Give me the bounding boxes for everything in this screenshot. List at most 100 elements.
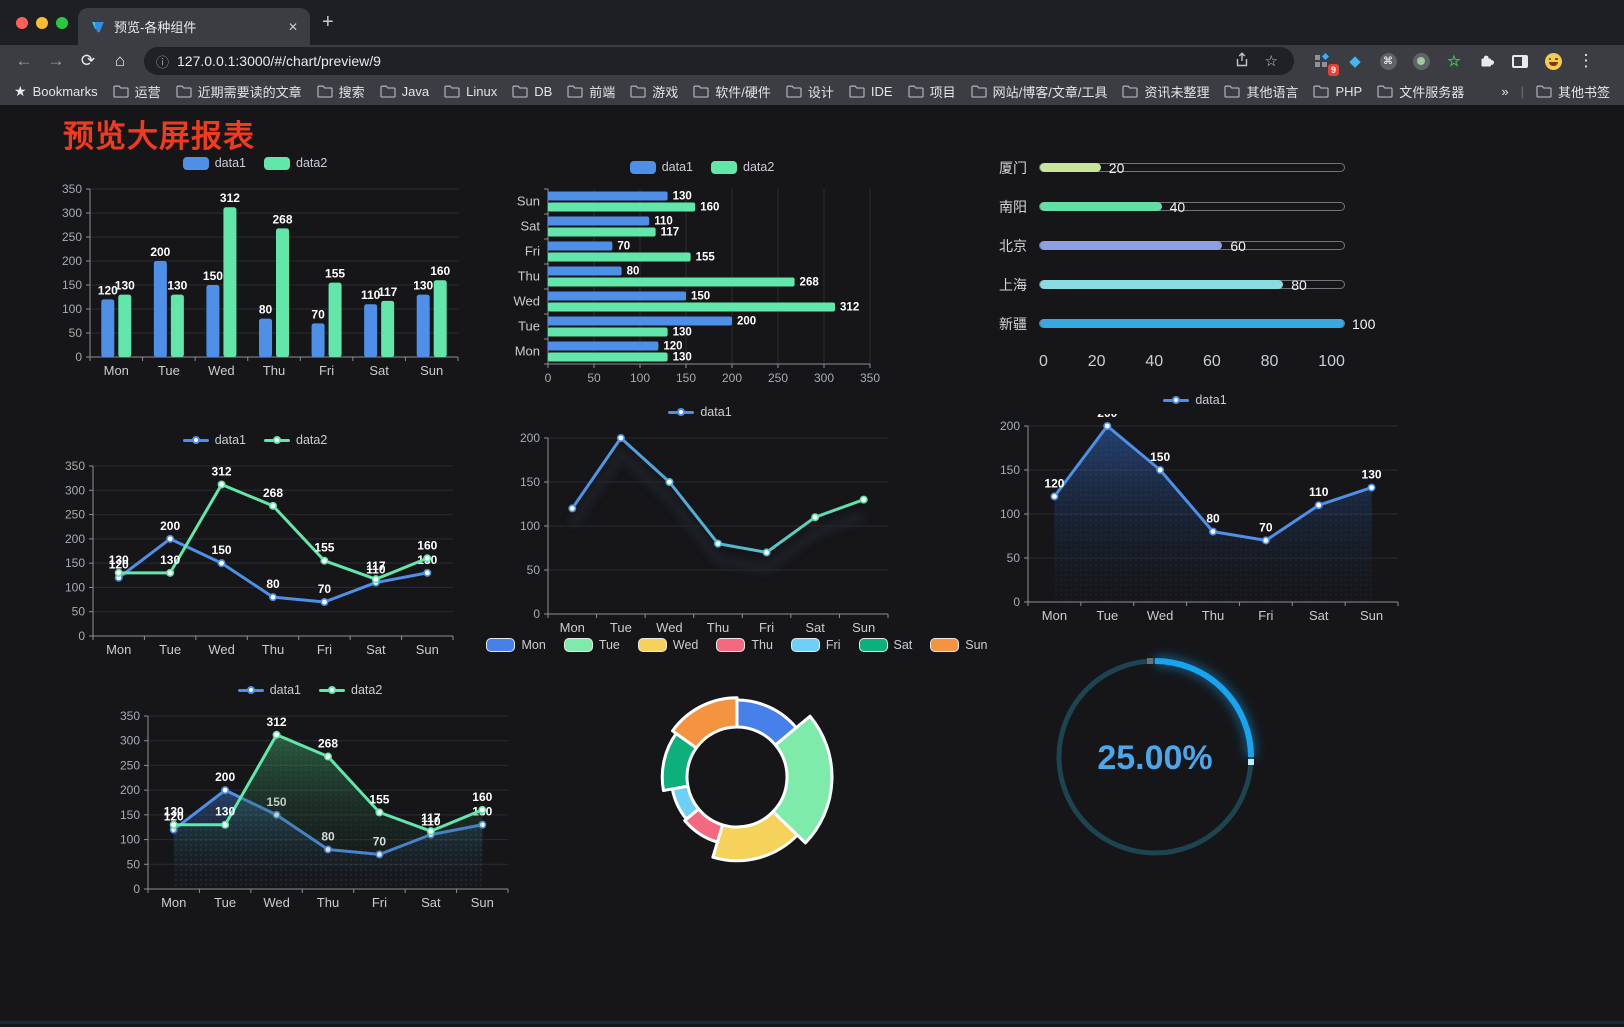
bookmark-folder[interactable]: PHP	[1313, 82, 1362, 101]
bar[interactable]	[548, 302, 836, 312]
legend-item[interactable]: Mon	[486, 638, 546, 652]
bookmark-star-icon[interactable]: ☆	[1264, 53, 1278, 70]
pie-slice[interactable]	[771, 714, 834, 845]
data-point[interactable]	[811, 513, 820, 522]
bar[interactable]	[548, 252, 691, 262]
other-bookmarks-folder[interactable]: 其他书签	[1536, 82, 1610, 101]
legend-item[interactable]: Fri	[790, 638, 841, 652]
puzzle-extensions-icon[interactable]	[1477, 51, 1497, 71]
bookmark-folder[interactable]: 软件/硬件	[693, 82, 771, 101]
data-point[interactable]	[423, 554, 432, 563]
bookmark-folder[interactable]: 游戏	[630, 82, 678, 101]
menu-kebab-icon[interactable]: ⋮	[1577, 51, 1595, 70]
bookmark-folder[interactable]: 近期需要读的文章	[175, 82, 302, 101]
data-point[interactable]	[169, 820, 178, 829]
data-point[interactable]	[1261, 536, 1270, 545]
bar[interactable]	[153, 261, 167, 357]
legend-item[interactable]: data1	[1163, 393, 1227, 407]
url-bar[interactable]: ⓘ 127.0.0.1:3000/#/chart/preview/9 ☆	[144, 47, 1294, 75]
new-tab-button[interactable]: +	[322, 11, 334, 33]
command-extension-icon[interactable]: ⌘	[1378, 51, 1398, 71]
data-point[interactable]	[166, 568, 175, 577]
data-point[interactable]	[426, 827, 435, 836]
progress-row[interactable]: 北京 60	[985, 238, 1345, 254]
legend-item[interactable]: data2	[264, 433, 327, 447]
bookmark-folder[interactable]: 文件服务器	[1377, 82, 1464, 101]
share-icon[interactable]	[1231, 51, 1253, 71]
bar[interactable]	[433, 280, 447, 357]
data-point[interactable]	[269, 593, 278, 602]
bookmark-folder[interactable]: Linux	[444, 82, 497, 101]
progress-row[interactable]: 上海 80	[985, 277, 1345, 293]
data-point[interactable]	[371, 575, 380, 584]
reload-icon[interactable]: ⟳	[80, 51, 96, 70]
data-point[interactable]	[217, 480, 226, 489]
data-point[interactable]	[1103, 422, 1112, 431]
data-point[interactable]	[616, 434, 625, 443]
pie-slice[interactable]	[711, 810, 799, 863]
bookmark-folder[interactable]: 网站/博客/文章/工具	[970, 82, 1107, 101]
sidebar-toggle-icon[interactable]	[1510, 51, 1530, 71]
legend-item[interactable]: Wed	[637, 638, 698, 652]
back-icon[interactable]: ←	[15, 51, 33, 70]
bar[interactable]	[548, 341, 659, 351]
close-window-button[interactable]	[16, 17, 28, 29]
gem-extension-icon[interactable]: ◆	[1349, 53, 1361, 70]
bar[interactable]	[548, 216, 650, 226]
bar[interactable]	[259, 318, 272, 357]
forward-icon[interactable]: →	[47, 51, 65, 70]
data-point[interactable]	[423, 568, 432, 577]
data-point[interactable]	[714, 539, 723, 548]
legend-item[interactable]: data1	[182, 433, 246, 447]
data-point[interactable]	[217, 559, 226, 568]
bar[interactable]	[548, 327, 668, 337]
data-point[interactable]	[665, 477, 674, 486]
legend-item[interactable]: Sat	[858, 638, 912, 652]
bar[interactable]	[548, 266, 622, 276]
bookmark-folder[interactable]: IDE	[849, 82, 893, 101]
bar[interactable]	[548, 241, 613, 251]
bar[interactable]	[548, 352, 668, 362]
bookmark-folder[interactable]: 资讯未整理	[1122, 82, 1209, 101]
browser-tab[interactable]: 预览-各种组件 ✕	[78, 8, 310, 45]
tab-manager-extension-icon[interactable]: 9	[1312, 51, 1339, 76]
progress-row[interactable]: 厦门 20	[985, 160, 1345, 176]
bookmark-folder[interactable]: Java	[379, 82, 429, 101]
data-point[interactable]	[221, 820, 230, 829]
data-point[interactable]	[478, 805, 487, 814]
bar[interactable]	[101, 299, 115, 357]
bar[interactable]	[364, 304, 378, 357]
bar[interactable]	[548, 191, 668, 201]
recorder-extension-icon[interactable]	[1411, 51, 1431, 71]
bookmark-folder[interactable]: DB	[512, 82, 552, 101]
bookmark-folder[interactable]: 设计	[786, 82, 834, 101]
data-point[interactable]	[1209, 527, 1218, 536]
data-point[interactable]	[114, 568, 123, 577]
star-extension-icon[interactable]: ☆	[1447, 53, 1461, 70]
profile-avatar-icon[interactable]	[1543, 51, 1563, 71]
bar[interactable]	[118, 294, 132, 357]
bookmark-folder[interactable]: 前端	[567, 82, 615, 101]
legend-item[interactable]: data2	[264, 156, 327, 170]
pie-slice[interactable]	[671, 696, 739, 750]
url-text[interactable]: 127.0.0.1:3000/#/chart/preview/9	[177, 53, 381, 69]
home-icon[interactable]: ⌂	[114, 51, 126, 70]
bookmark-folder[interactable]: 搜索	[316, 82, 365, 101]
bar[interactable]	[548, 291, 686, 301]
data-point[interactable]	[1050, 492, 1059, 501]
bar[interactable]	[416, 294, 430, 357]
data-point[interactable]	[1156, 465, 1165, 474]
bar[interactable]	[548, 316, 732, 326]
bookmark-folder[interactable]: 项目	[907, 82, 956, 101]
legend-item[interactable]: data1	[629, 160, 693, 174]
data-point[interactable]	[272, 730, 281, 739]
data-point[interactable]	[568, 504, 577, 513]
data-point[interactable]	[324, 752, 333, 761]
bookmarks-overflow-chevron[interactable]: »	[1501, 83, 1509, 99]
bookmark-folder[interactable]: 运营	[112, 82, 161, 101]
zoom-window-button[interactable]	[56, 17, 68, 29]
minimize-window-button[interactable]	[36, 17, 48, 29]
legend-item[interactable]: Sun	[930, 638, 988, 652]
bookmarks-root[interactable]: ★ Bookmarks	[14, 82, 98, 99]
legend-item[interactable]: data1	[237, 683, 301, 697]
